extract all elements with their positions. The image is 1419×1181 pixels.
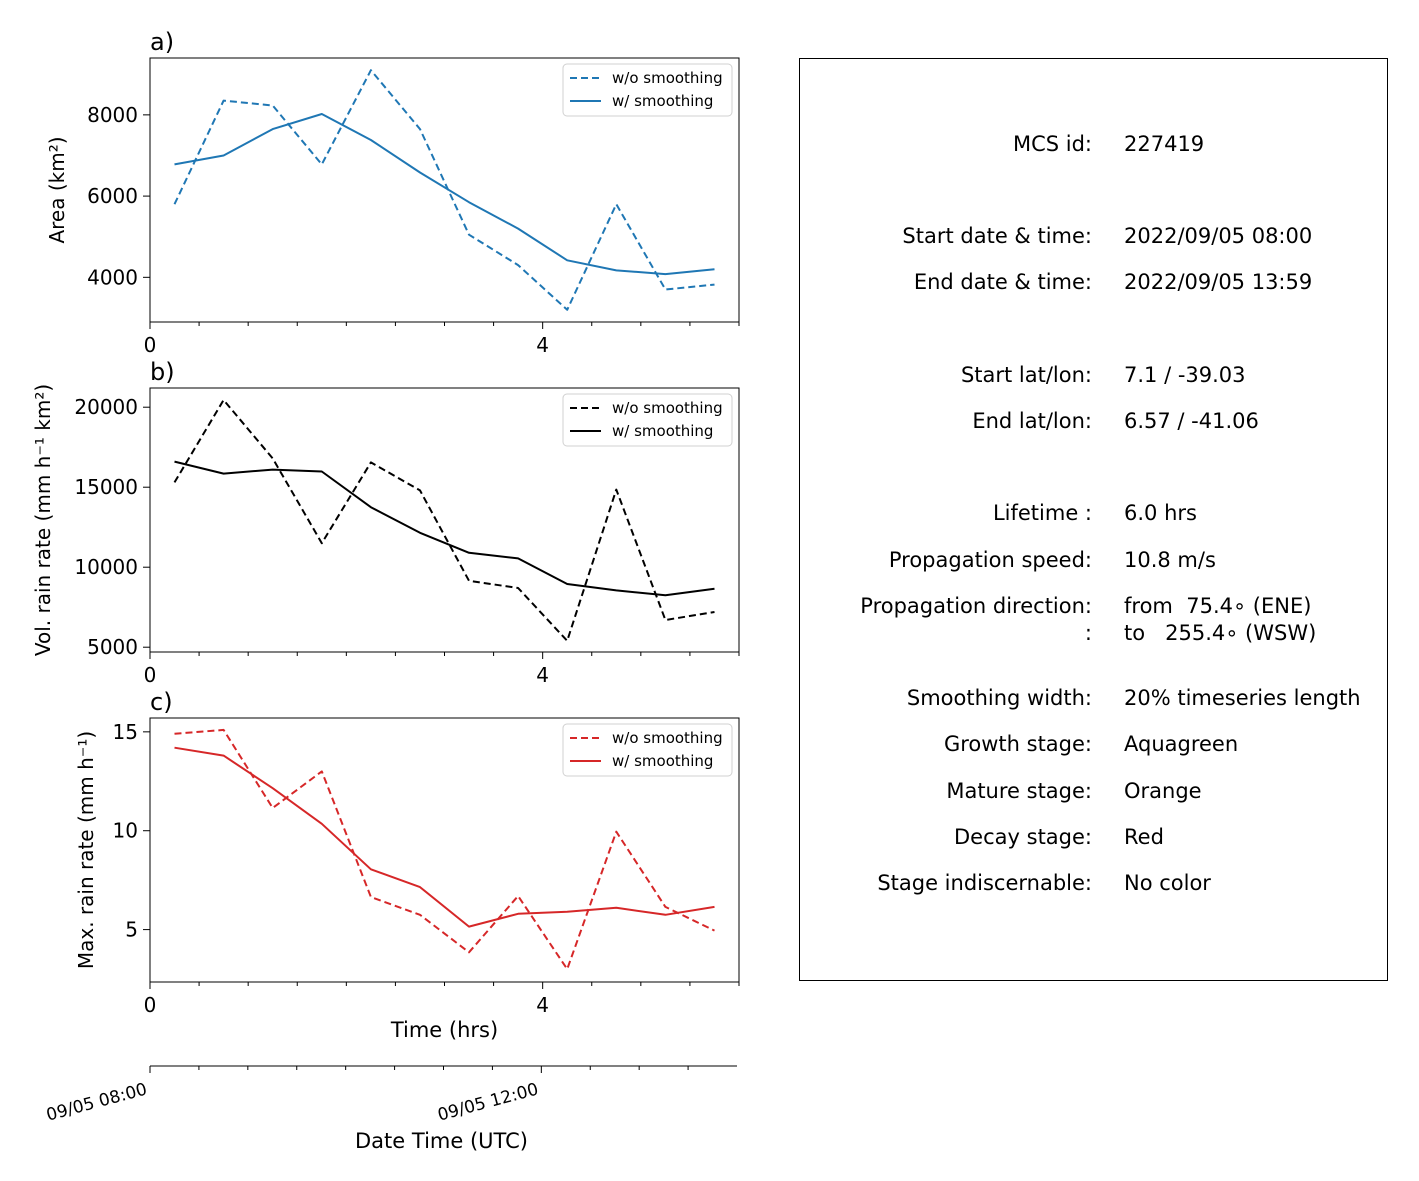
datetime-axis: 09/05 08:00 09/05 12:00 Date Time (UTC)	[44, 1065, 737, 1153]
y-axis-label: Area (km²)	[45, 136, 69, 243]
info-label: Mature stage:	[946, 779, 1092, 803]
x-tick-label: 4	[536, 663, 549, 687]
panel-label: a)	[150, 28, 174, 56]
y-tick-label: 15000	[74, 475, 138, 499]
legend: w/o smoothing w/ smoothing	[562, 723, 733, 777]
datetime-tick-label: 09/05 08:00	[44, 1080, 149, 1126]
info-value: Aquagreen	[1124, 732, 1239, 756]
info-value: Red	[1124, 825, 1164, 849]
info-label: Start lat/lon:	[960, 363, 1092, 387]
info-label: Decay stage:	[954, 825, 1092, 849]
legend-entry: w/o smoothing	[612, 399, 723, 417]
y-tick-label: 20000	[74, 395, 138, 419]
info-label: Lifetime :	[992, 501, 1092, 525]
legend-entry: w/ smoothing	[612, 752, 713, 770]
panel-vol-rain-rate: 0 4 5000 10000 15000 20000 b) Vol. rain rate (m…	[31, 358, 740, 687]
x-tick-label: 0	[144, 993, 157, 1017]
legend-entry: w/ smoothing	[612, 422, 713, 440]
series-line-unsmoothed	[173, 399, 715, 642]
info-value: Orange	[1124, 779, 1202, 803]
y-tick-label: 6000	[87, 184, 138, 208]
legend-box	[562, 393, 733, 447]
series-line-unsmoothed	[174, 728, 715, 971]
x-tick-label: 4	[536, 333, 549, 357]
info-label: MCS id:	[1012, 132, 1092, 156]
legend-entry: w/o smoothing	[612, 729, 723, 747]
legend: w/o smoothing w/ smoothing	[562, 393, 733, 447]
info-label: Stage indiscernable:	[877, 871, 1092, 895]
info-value: 10.8 m/s	[1124, 548, 1216, 572]
series-line-smoothed	[174, 460, 715, 597]
y-tick-label: 5000	[87, 635, 138, 659]
info-label: End lat/lon:	[972, 409, 1092, 433]
legend-entry: w/o smoothing	[612, 69, 723, 87]
info-value: No color	[1124, 871, 1211, 895]
info-label: Start date & time:	[902, 224, 1092, 248]
y-tick-label: 10	[113, 819, 138, 843]
x-tick-label: 4	[536, 993, 549, 1017]
info-value: 2022/09/05 13:59	[1124, 270, 1313, 294]
panel-label: b)	[150, 358, 175, 386]
info-value: from 75.4∘ (ENE)	[1124, 594, 1312, 618]
series-line-smoothed	[174, 113, 715, 276]
y-axis-label: Vol. rain rate (mm h⁻¹ km²)	[31, 384, 55, 656]
panel-label: c)	[150, 688, 173, 716]
y-tick-label: 4000	[87, 265, 138, 289]
info-label: Propagation direction:	[860, 594, 1092, 618]
y-tick-label: 10000	[74, 555, 138, 579]
info-label: Smoothing width:	[906, 686, 1092, 710]
legend-entry: w/ smoothing	[612, 92, 713, 110]
info-value: 227419	[1124, 132, 1205, 156]
y-tick-label: 5	[125, 918, 138, 942]
legend-box	[562, 63, 733, 117]
info-value: 6.0 hrs	[1124, 501, 1197, 525]
x-tick-label: 0	[144, 333, 157, 357]
datetime-tick-label: 09/05 12:00	[436, 1080, 541, 1126]
mcs-info-panel: MCS id: 227419 Start date & time: 2022/0…	[799, 58, 1388, 981]
series-line-unsmoothed	[173, 69, 715, 311]
legend: w/o smoothing w/ smoothing	[562, 63, 733, 117]
info-label: Growth stage:	[943, 732, 1092, 756]
info-value: 2022/09/05 08:00	[1124, 224, 1313, 248]
info-label: :	[1084, 621, 1092, 645]
panel-max-rain-rate: 0 4 5 10 15 c) Max. rain rate (mm h⁻¹) Time (hr…	[74, 688, 740, 1042]
datetime-axis-label: Date Time (UTC)	[355, 1129, 528, 1153]
info-label: End date & time:	[913, 270, 1092, 294]
y-tick-label: 15	[113, 720, 138, 744]
info-value: 20% timeseries length	[1124, 686, 1361, 710]
info-label: Propagation speed:	[888, 548, 1092, 572]
y-axis-label: Max. rain rate (mm h⁻¹)	[74, 731, 98, 969]
x-axis-label: Time (hrs)	[390, 1018, 498, 1042]
y-tick-label: 8000	[87, 103, 138, 127]
info-value: to 255.4∘ (WSW)	[1124, 621, 1317, 645]
info-value: 6.57 / -41.06	[1124, 409, 1259, 433]
x-tick-label: 0	[144, 663, 157, 687]
legend-box	[562, 723, 733, 777]
info-value: 7.1 / -39.03	[1124, 363, 1246, 387]
series-line-smoothed	[174, 746, 715, 928]
